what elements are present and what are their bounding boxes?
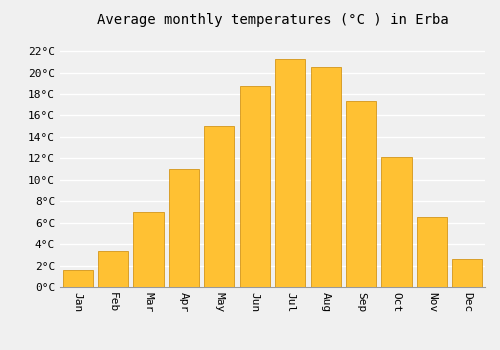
Bar [452,259,482,287]
Bar [382,157,412,287]
Bar [62,270,93,287]
Bar [275,58,306,287]
Bar [204,126,234,287]
Bar [98,251,128,287]
Bar [134,212,164,287]
Bar [417,217,447,287]
Bar [346,102,376,287]
Bar [310,67,340,287]
Title: Average monthly temperatures (°C ) in Erba: Average monthly temperatures (°C ) in Er… [96,13,448,27]
Bar [169,169,199,287]
Bar [240,86,270,287]
